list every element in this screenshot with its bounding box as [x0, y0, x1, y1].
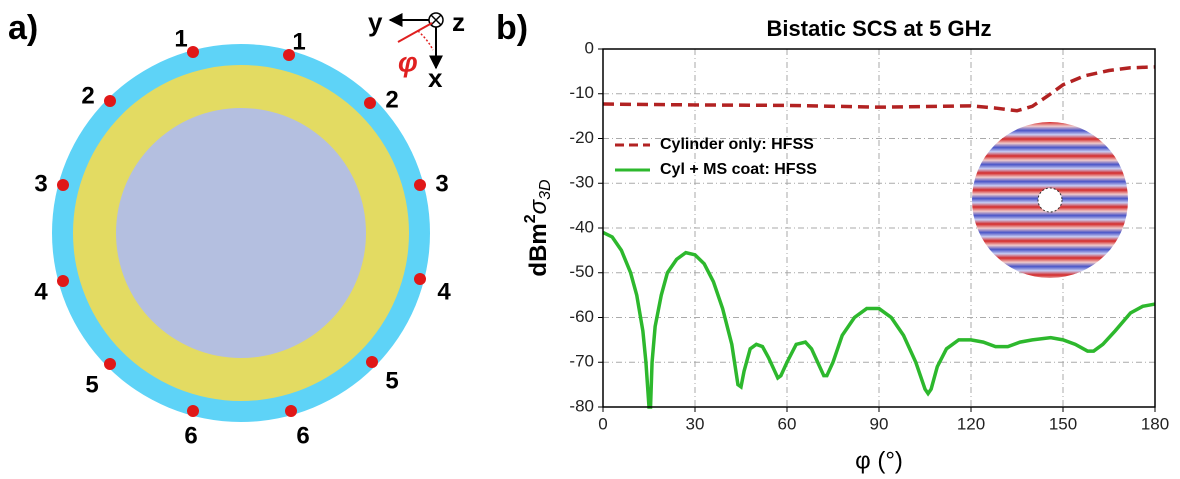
angle-label: φ [398, 46, 418, 77]
point-label: 5 [85, 371, 98, 398]
panel-a: a) y z x φ 1 1 2 2 3 3 4 4 5 5 6 6 [8, 7, 465, 449]
point [285, 405, 297, 417]
y-tick-label: -40 [569, 217, 594, 236]
point-label: 1 [292, 28, 305, 55]
point [283, 49, 295, 61]
y-tick-label: -20 [569, 128, 594, 147]
x-tick-label: 90 [870, 414, 889, 433]
x-tick-label: 150 [1049, 414, 1077, 433]
point-label: 2 [385, 86, 398, 113]
axis-z-label: z [452, 7, 465, 37]
point [57, 275, 69, 287]
x-tick-label: 60 [778, 414, 797, 433]
plot-lines [602, 65, 1156, 409]
point [364, 97, 376, 109]
point-label: 5 [385, 367, 398, 394]
point [187, 405, 199, 417]
y-axis-label-part: 2 [522, 214, 539, 223]
axis-x-label: x [428, 63, 443, 93]
y-axis-label-part: dBm [525, 223, 552, 276]
point-label: 3 [435, 170, 448, 197]
x-axis-label: φ (°) [855, 447, 903, 474]
angle-line [397, 22, 433, 43]
y-axis-label: dBm2σ3D [522, 179, 554, 277]
point [57, 179, 69, 191]
point [104, 358, 116, 370]
angle-arc [417, 30, 434, 51]
series-line [602, 230, 1156, 409]
point-label: 6 [296, 422, 309, 449]
inner-core [116, 108, 366, 358]
y-axis-label-part: σ [525, 198, 552, 214]
y-tick-label: -10 [569, 83, 594, 102]
x-tick-label: 0 [598, 414, 607, 433]
y-tick-label: 0 [585, 38, 594, 57]
point [414, 179, 426, 191]
point [414, 273, 426, 285]
point-label: 4 [34, 278, 48, 305]
series-line [602, 65, 1156, 113]
y-tick-label: -70 [569, 352, 594, 371]
legend: Cylinder only: HFSS Cyl + MS coat: HFSS [615, 136, 817, 178]
y-tick-label: -50 [569, 262, 594, 281]
point-label: 4 [437, 278, 451, 305]
point-label: 6 [184, 422, 197, 449]
point [104, 95, 116, 107]
inset [972, 122, 1128, 278]
point [366, 356, 378, 368]
y-axis-label-part: 3D [537, 179, 554, 200]
inset-hole [1037, 187, 1063, 213]
point-label: 3 [34, 170, 47, 197]
point-label: 2 [81, 82, 94, 109]
chart-title: Bistatic SCS at 5 GHz [767, 16, 992, 41]
point-label: 1 [174, 25, 187, 52]
point [187, 46, 199, 58]
panel-label: b) [496, 9, 528, 47]
legend-label: Cyl + MS coat: HFSS [660, 161, 817, 178]
x-tick-label: 30 [686, 414, 705, 433]
y-tick-label: -30 [569, 173, 594, 192]
z-cross [430, 14, 442, 26]
x-tick-label: 120 [957, 414, 985, 433]
axis-y-label: y [368, 7, 383, 37]
x-tick-label: 180 [1141, 414, 1169, 433]
legend-label: Cylinder only: HFSS [660, 136, 814, 153]
y-tick-label: -80 [569, 396, 594, 415]
y-tick-label: -60 [569, 307, 594, 326]
panel-label: a) [8, 9, 38, 47]
plot-frame [602, 48, 1156, 408]
